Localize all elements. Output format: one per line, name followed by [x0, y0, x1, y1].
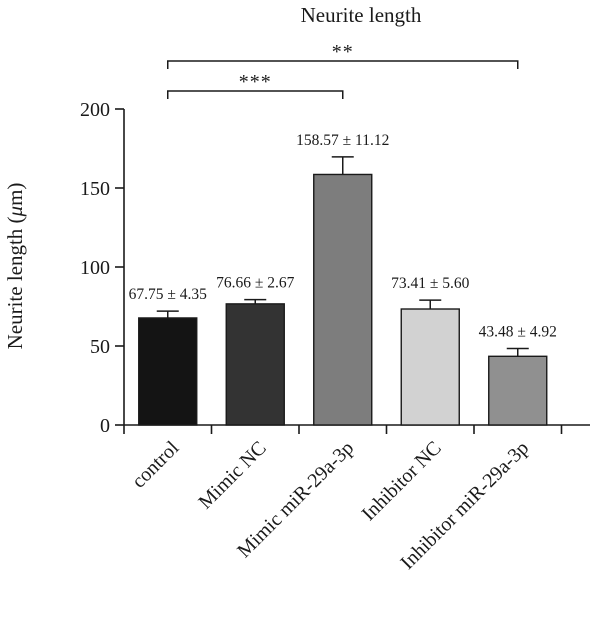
y-tick-label: 100 [80, 257, 110, 279]
bar [225, 303, 285, 426]
category-label: Inhibitor NC [358, 437, 446, 525]
significance-bracket [167, 60, 519, 69]
data-label: 67.75 ± 4.35 [129, 286, 208, 303]
bar [313, 173, 373, 426]
category-label: Mimic NC [194, 437, 270, 513]
data-label: 158.57 ± 11.12 [296, 132, 389, 149]
data-label: 43.48 ± 4.92 [479, 324, 557, 341]
significance-bracket [167, 90, 344, 99]
y-tick-label: 150 [80, 178, 110, 200]
y-axis-label: Neurite length (μm) [3, 183, 27, 350]
bar [400, 308, 460, 426]
category-label: control [128, 437, 184, 493]
y-tick-label: 200 [80, 99, 110, 121]
y-tick-label: 0 [100, 415, 110, 437]
significance-label: *** [239, 71, 272, 93]
bar [488, 355, 548, 426]
significance-label: ** [332, 41, 354, 63]
y-tick-label: 50 [90, 336, 110, 358]
data-label: 73.41 ± 5.60 [391, 275, 470, 292]
data-label: 76.66 ± 2.67 [216, 275, 295, 292]
bar [138, 317, 198, 426]
chart-title: Neurite length [301, 3, 422, 27]
